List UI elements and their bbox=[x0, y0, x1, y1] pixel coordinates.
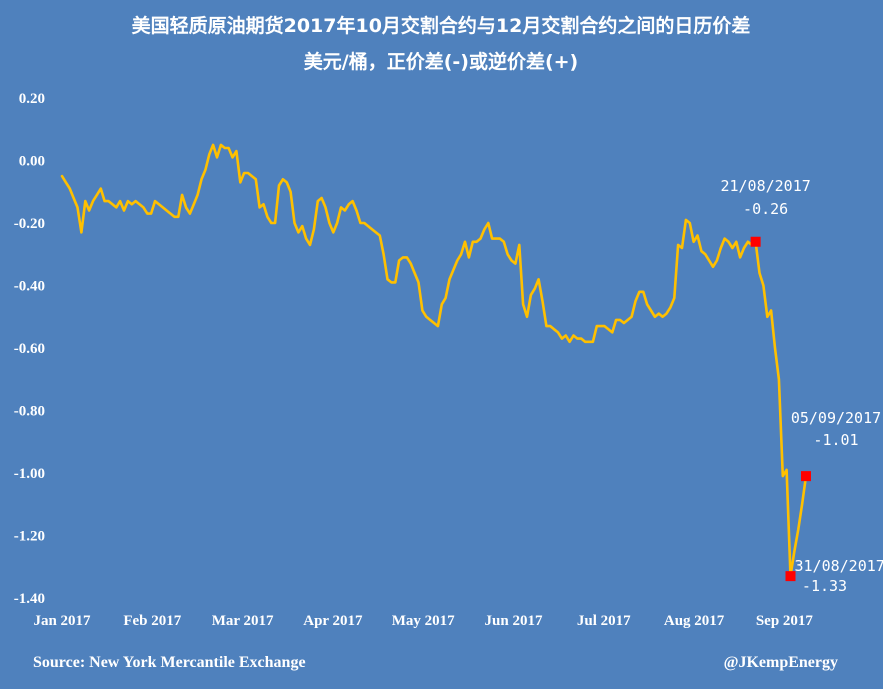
annotation-marker bbox=[801, 471, 811, 481]
y-tick-label: 0.00 bbox=[19, 154, 45, 170]
x-tick-label: Mar 2017 bbox=[212, 613, 274, 629]
annotation-date: 21/08/2017 bbox=[720, 177, 810, 195]
y-tick-label: -0.60 bbox=[14, 341, 45, 357]
annotation-marker bbox=[751, 237, 761, 247]
plot-area bbox=[62, 145, 806, 576]
x-tick-label: May 2017 bbox=[392, 613, 455, 629]
y-tick-label: -0.20 bbox=[14, 216, 45, 232]
annotation-date: 31/08/2017 bbox=[795, 557, 883, 575]
annotation-date: 05/09/2017 bbox=[791, 409, 881, 427]
chart-subtitle: 美元/桶，正价差(-)或逆价差(+) bbox=[304, 50, 578, 73]
x-tick-label: Feb 2017 bbox=[123, 613, 181, 629]
annotation-value: -1.33 bbox=[802, 577, 847, 595]
y-tick-label: -1.00 bbox=[14, 466, 45, 482]
credit-handle: @JKempEnergy bbox=[724, 654, 838, 671]
source-note: Source: New York Mercantile Exchange bbox=[33, 654, 306, 671]
annotation-value: -1.01 bbox=[813, 431, 858, 449]
x-tick-label: Sep 2017 bbox=[756, 613, 814, 629]
x-tick-label: Jun 2017 bbox=[485, 613, 543, 629]
y-tick-label: -1.20 bbox=[14, 529, 45, 545]
x-tick-label: Aug 2017 bbox=[664, 613, 725, 629]
x-tick-label: Apr 2017 bbox=[303, 613, 363, 629]
chart-title: 美国轻质原油期货2017年10月交割合约与12月交割合约之间的日历价差 bbox=[132, 14, 751, 37]
y-tick-label: -0.80 bbox=[14, 404, 45, 420]
x-tick-label: Jul 2017 bbox=[577, 613, 631, 629]
y-axis-ticks: 0.20 0.00 -0.20 -0.40 -0.60 -0.80 -1.00 -1.20 -1… bbox=[14, 91, 45, 607]
x-axis-ticks: Jan 2017 Feb 2017 Mar 2017 Apr 2017 May 2017… bbox=[33, 613, 813, 629]
series-line bbox=[62, 145, 806, 576]
annotations: 21/08/2017 -0.26 31/08/2017 -1.33 05/09/2017… bbox=[720, 177, 883, 595]
annotation-value: -0.26 bbox=[743, 200, 788, 218]
y-tick-label: -1.40 bbox=[14, 591, 45, 607]
y-tick-label: -0.40 bbox=[14, 279, 45, 295]
y-tick-label: 0.20 bbox=[19, 91, 45, 107]
x-tick-label: Jan 2017 bbox=[33, 613, 91, 629]
